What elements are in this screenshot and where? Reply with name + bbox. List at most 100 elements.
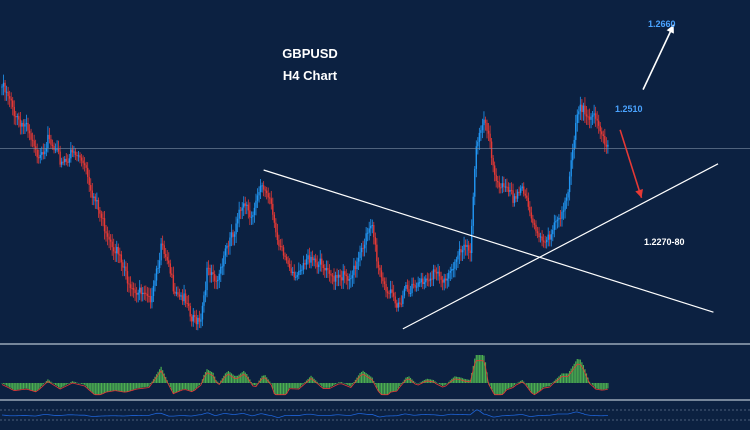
histogram-bar xyxy=(518,381,520,383)
candle-body xyxy=(399,302,401,304)
candle-body xyxy=(533,223,536,225)
histogram-bar xyxy=(345,383,347,385)
histogram-bar xyxy=(21,383,23,390)
candle-body xyxy=(172,274,175,292)
candle-body xyxy=(135,292,138,295)
candle-body xyxy=(82,160,84,164)
histogram-bar xyxy=(533,383,536,395)
candle-body xyxy=(435,272,438,274)
histogram-bar xyxy=(386,383,389,395)
candle-body xyxy=(385,284,387,292)
candle-body xyxy=(564,200,566,211)
histogram-bar xyxy=(494,383,496,395)
candle-body xyxy=(243,203,245,208)
histogram-bar xyxy=(233,375,236,383)
candle-body xyxy=(556,219,559,221)
histogram-bar xyxy=(285,383,288,394)
histogram-bar xyxy=(414,382,416,383)
candle-body xyxy=(269,197,271,199)
candle-body xyxy=(521,186,523,189)
candle-body xyxy=(132,288,135,290)
trendline-descending xyxy=(263,169,714,313)
histogram-bar xyxy=(102,383,104,394)
histogram-bar xyxy=(412,380,415,383)
histogram-bar xyxy=(145,383,147,388)
candle-body xyxy=(96,200,98,202)
candle-body xyxy=(36,149,38,158)
candle-body xyxy=(547,234,549,240)
histogram-bar xyxy=(602,383,604,390)
candle-body xyxy=(526,195,528,198)
histogram-bar xyxy=(492,383,494,393)
histogram-bar xyxy=(114,383,116,391)
candle-body xyxy=(241,207,243,211)
candle-body xyxy=(215,280,217,282)
histogram-bar xyxy=(290,383,292,389)
candle-body xyxy=(68,158,71,163)
histogram-bar xyxy=(273,383,275,394)
histogram-bar xyxy=(10,383,12,389)
candle-body xyxy=(591,115,594,117)
candle-body xyxy=(139,287,141,293)
candle-body xyxy=(587,116,589,118)
histogram-bar xyxy=(334,383,337,385)
candle-body xyxy=(573,139,575,150)
histogram-bar xyxy=(119,383,121,392)
histogram-bar xyxy=(74,382,77,383)
histogram-bar xyxy=(438,383,441,385)
candle-body xyxy=(284,255,286,257)
histogram-bar xyxy=(477,355,479,383)
histogram-bar xyxy=(256,383,259,384)
histogram-bar xyxy=(132,383,135,390)
histogram-bar xyxy=(12,383,14,390)
candle-body xyxy=(536,231,539,234)
histogram-bar xyxy=(263,375,265,383)
histogram-bar xyxy=(58,383,60,388)
histogram-bar xyxy=(368,375,370,383)
histogram-bar xyxy=(333,383,335,386)
candle-body xyxy=(437,271,439,274)
candle-body xyxy=(441,279,444,283)
histogram-bar xyxy=(507,383,510,389)
histogram-bar xyxy=(7,383,9,387)
histogram-bar xyxy=(553,380,555,383)
histogram-bar xyxy=(276,383,278,395)
candle-body xyxy=(22,122,25,127)
histogram-bar xyxy=(331,383,334,386)
candle-body xyxy=(348,279,351,281)
candle-body xyxy=(238,209,240,219)
candle-body xyxy=(223,255,225,267)
candle-body xyxy=(383,281,386,285)
histogram-bar xyxy=(110,383,112,392)
histogram-bar xyxy=(155,374,158,383)
histogram-bar xyxy=(393,383,395,392)
histogram-bar xyxy=(241,372,243,383)
histogram-bar xyxy=(367,374,369,383)
histogram-bar xyxy=(106,383,109,392)
histogram-bar xyxy=(305,380,308,383)
histogram-bar xyxy=(543,383,545,388)
candle-body xyxy=(575,123,577,140)
candle-body xyxy=(434,269,436,273)
candle-body xyxy=(94,196,97,202)
candle-body xyxy=(451,269,453,271)
histogram-bar xyxy=(535,383,537,394)
candle-body xyxy=(598,120,600,126)
candle-body xyxy=(114,251,116,254)
candle-body xyxy=(337,274,340,278)
histogram-bar xyxy=(379,383,381,393)
chart-symbol-title: GBPUSD xyxy=(282,46,338,61)
candle-body xyxy=(272,203,274,215)
histogram-bar xyxy=(154,376,156,383)
candle-body xyxy=(336,275,338,278)
histogram-bar xyxy=(342,382,344,384)
histogram-bar xyxy=(515,383,517,384)
histogram-bar xyxy=(209,371,211,383)
histogram-bar xyxy=(383,383,386,395)
histogram-bar xyxy=(211,371,213,383)
histogram-bar xyxy=(134,383,136,389)
candle-body xyxy=(192,314,194,322)
candle-body xyxy=(42,152,45,155)
candle-body xyxy=(415,286,418,288)
